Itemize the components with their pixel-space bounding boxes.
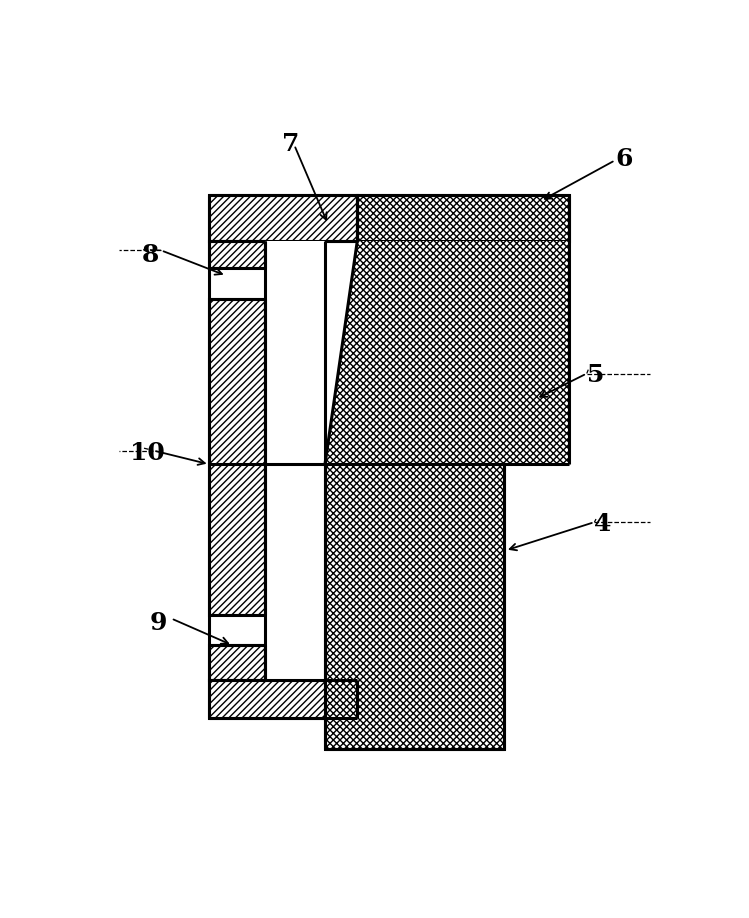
Bar bbox=[210, 614, 265, 645]
Text: 8: 8 bbox=[142, 242, 159, 266]
Bar bbox=[325, 465, 503, 749]
Text: 9: 9 bbox=[149, 610, 167, 634]
Polygon shape bbox=[325, 241, 569, 465]
Bar bbox=[210, 299, 265, 614]
Text: 7: 7 bbox=[282, 131, 299, 156]
Bar bbox=[210, 645, 265, 680]
Text: 5: 5 bbox=[586, 363, 604, 386]
Bar bbox=[265, 241, 325, 680]
Bar bbox=[357, 195, 569, 241]
Bar bbox=[210, 241, 265, 268]
Text: 6: 6 bbox=[615, 147, 633, 171]
Text: 4: 4 bbox=[595, 512, 612, 536]
Bar bbox=[210, 195, 357, 241]
Bar bbox=[210, 268, 265, 299]
Text: 10: 10 bbox=[130, 442, 165, 465]
Bar bbox=[210, 680, 357, 719]
